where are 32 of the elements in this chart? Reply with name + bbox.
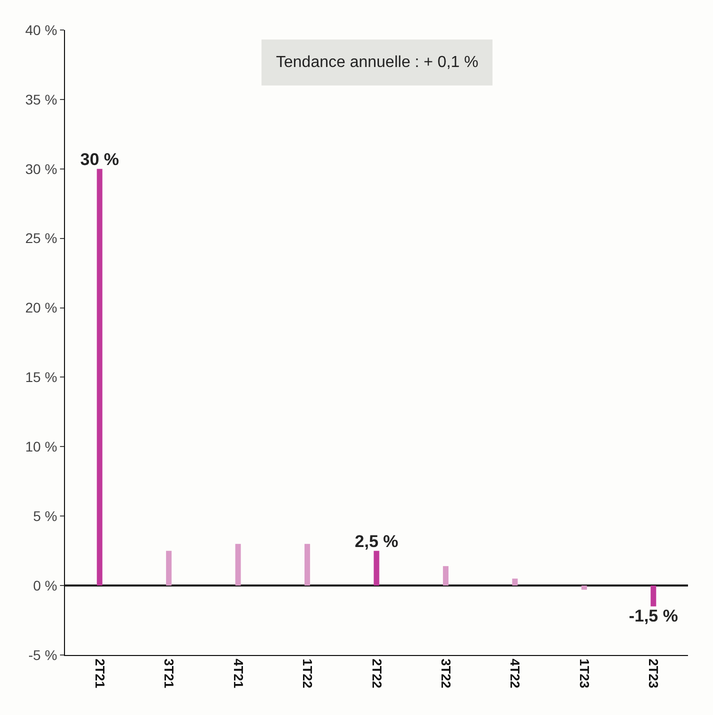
bar [96, 168, 102, 586]
bar [650, 586, 656, 606]
data-label: 30 % [80, 150, 119, 169]
y-tick-label: 35 % [25, 91, 58, 108]
bar [442, 566, 448, 586]
x-tick-label: 4T21 [230, 658, 246, 688]
x-tick-label: 4T22 [508, 658, 523, 688]
bar [166, 550, 172, 586]
y-tick-label: -5 % [28, 646, 58, 663]
bar [512, 578, 518, 586]
y-tick-label: 0 % [33, 577, 58, 594]
y-tick-label: 5 % [33, 508, 58, 524]
y-tick-label: 30 % [25, 160, 58, 177]
x-tick-label: 1T23 [576, 658, 592, 688]
x-tick-label: 1T22 [300, 658, 316, 688]
bar [235, 544, 241, 586]
bar [374, 550, 380, 586]
x-tick-label: 3T22 [438, 658, 454, 688]
x-tick-label: 2T23 [646, 658, 662, 688]
bar [581, 586, 587, 590]
y-tick-label: 10 % [25, 438, 58, 455]
data-label: -1,5 % [628, 606, 678, 626]
x-tick-label: 2T21 [92, 658, 108, 688]
y-tick-label: 25 % [25, 230, 58, 246]
bar [304, 544, 310, 586]
y-tick-label: 15 % [25, 369, 58, 386]
x-tick-label: 2T22 [369, 658, 384, 688]
x-tick-label: 3T21 [162, 658, 177, 688]
annotation: Tendance annuelle : + 0,1 % [276, 54, 478, 71]
y-tick-label: 20 % [25, 300, 58, 316]
data-label: 2,5 % [354, 532, 398, 551]
y-tick-label: 40 % [25, 22, 58, 38]
